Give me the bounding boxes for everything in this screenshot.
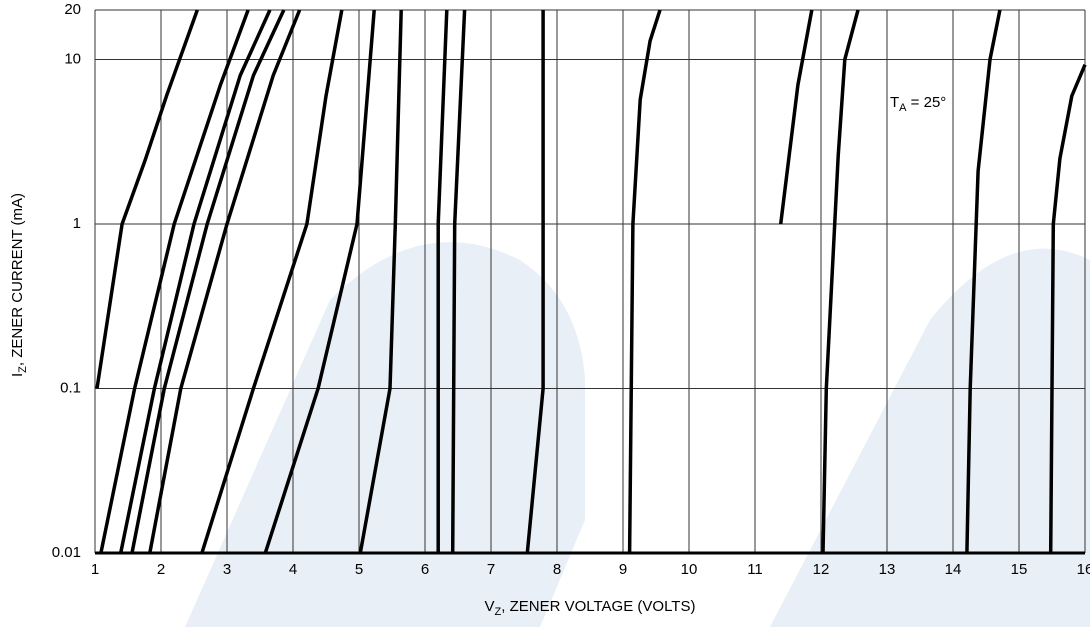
y-tick-label: 10 [64,50,81,67]
x-tick-label: 12 [813,561,830,578]
watermark-shape [770,248,1090,628]
x-label-main: V [485,598,495,615]
zener-curve [118,9,272,554]
x-tick-label: 8 [553,561,561,578]
curves [95,9,1087,554]
zener-curve [130,9,286,554]
annotation-sub: A [899,102,907,114]
zener-curve [627,9,662,554]
x-tick-label: 7 [487,561,495,578]
x-tick-label: 5 [355,561,363,578]
zener-curve [99,9,250,554]
x-tick-label: 16 [1077,561,1090,578]
x-tick-label: 13 [879,561,896,578]
x-tick-label: 11 [747,561,763,578]
watermark [185,242,1090,628]
annotation-rest: = 25° [907,94,947,111]
x-tick-label: 15 [1011,561,1028,578]
x-tick-label: 4 [289,561,297,578]
zener-curve [778,9,814,225]
y-tick-label: 0.01 [52,544,81,561]
x-axis-label: VZ, ZENER VOLTAGE (VOLTS) [485,598,696,618]
zener-curve [436,9,449,553]
x-label-sub: Z [495,606,502,618]
zener-curve [821,9,860,554]
zener-curve [263,9,376,554]
y-tick-label: 20 [64,1,81,18]
y-label-sub: Z [17,366,29,373]
zener-curve [200,9,344,554]
zener-curve [148,9,302,554]
x-tick-label: 3 [223,561,231,578]
x-tick-label: 14 [945,561,962,578]
x-label-rest: , ZENER VOLTAGE (VOLTS) [501,598,695,615]
zener-curve [95,9,199,389]
x-tick-label: 6 [421,561,429,578]
zener-curve [450,9,467,554]
annotation: TA = 25° [890,94,946,114]
y-tick-label: 1 [73,215,81,232]
y-axis-label: IZ, ZENER CURRENT (mA) [9,193,29,377]
x-tick-label: 1 [91,561,99,578]
annotation-main: T [890,94,899,111]
zener-curve [1048,64,1087,554]
y-tick-label: 0.1 [60,379,81,396]
x-tick-label: 9 [619,561,627,578]
y-label-rest: , ZENER CURRENT (mA) [9,193,26,366]
zener-curve [358,9,403,554]
y-label-main: I [9,373,26,377]
zener-curve [965,9,1002,554]
zener-curve [525,10,545,554]
watermark-shape [185,242,585,627]
x-tick-label: 10 [681,561,698,578]
x-tick-label: 2 [157,561,165,578]
